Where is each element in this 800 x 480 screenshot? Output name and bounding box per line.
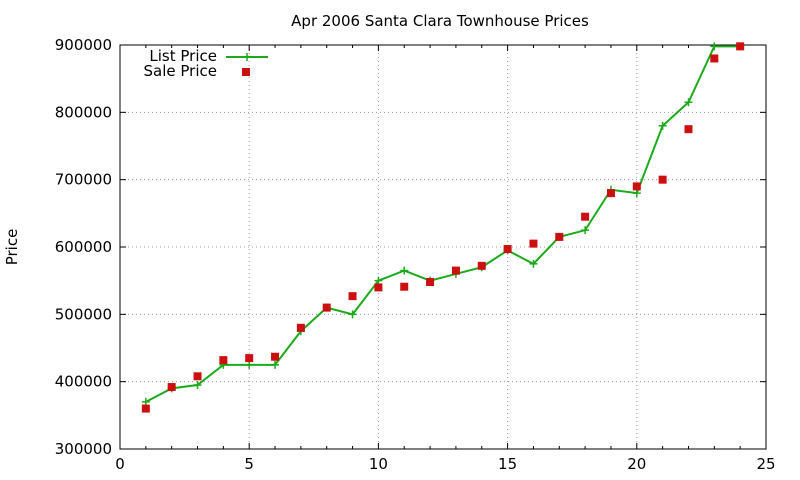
sale-price-point (658, 175, 667, 184)
sale-price-point (296, 323, 305, 332)
chart-title: Apr 2006 Santa Clara Townhouse Prices (291, 12, 589, 30)
y-tick-label: 300000 (55, 440, 112, 458)
sale-price-point (632, 182, 641, 191)
list-price-point (529, 259, 538, 268)
x-tick-label: 10 (369, 455, 388, 473)
list-price-point (271, 360, 280, 369)
x-tick-label: 20 (627, 455, 646, 473)
sale-price-point (141, 404, 150, 413)
list-price-point (632, 189, 641, 198)
legend-cross (243, 53, 251, 61)
y-axis-label: Price (3, 229, 21, 266)
legend-label-sale-price: Sale Price (144, 62, 217, 80)
sale-price-point (167, 383, 176, 392)
series-layer (141, 42, 745, 413)
sale-price-point (374, 283, 383, 292)
legend-label-list-price: List Price (149, 47, 217, 65)
sale-price-point (736, 42, 745, 51)
sale-price-point (503, 245, 512, 254)
legend: List Price Sale Price (144, 47, 268, 80)
x-tick-label: 25 (756, 455, 775, 473)
list-price-point (348, 310, 357, 319)
x-tick-label: 15 (498, 455, 517, 473)
x-tick-label: 5 (244, 455, 254, 473)
sale-price-point (684, 125, 693, 134)
list-price-point (400, 266, 409, 275)
sale-price-point (400, 282, 409, 291)
axis-ticks: 300000 400000 500000 600000 700000 800000 9000… (55, 36, 776, 473)
y-tick-label: 800000 (55, 103, 112, 121)
list-price-point (581, 226, 590, 235)
y-tick-label: 600000 (55, 238, 112, 256)
legend-marker-list-price (243, 53, 251, 61)
y-tick-label: 500000 (55, 305, 112, 323)
list-price-point (374, 276, 383, 285)
list-price-point (710, 42, 719, 51)
y-tick-label: 700000 (55, 171, 112, 189)
sale-price-point (271, 352, 280, 361)
sale-price-point (606, 189, 615, 198)
list-price-point (658, 121, 667, 130)
sale-price-point (581, 212, 590, 221)
sale-price-point (451, 266, 460, 275)
sale-price-point (529, 239, 538, 248)
sale-price-point (245, 354, 254, 363)
legend-marker-sale-price (242, 68, 250, 76)
y-tick-label: 400000 (55, 373, 112, 391)
sale-price-point (348, 292, 357, 301)
list-price-point (245, 360, 254, 369)
sale-price-point (710, 54, 719, 63)
gridlines (120, 45, 766, 449)
sale-price-point (555, 232, 564, 241)
sale-price-point (322, 303, 331, 312)
list-price-line (145, 45, 741, 403)
list-price-point (141, 397, 150, 406)
sale-price-point (426, 278, 435, 287)
list-price-point (193, 381, 202, 390)
sale-price-point (193, 372, 202, 381)
sale-price-point (219, 356, 228, 365)
x-tick-label: 0 (115, 455, 125, 473)
sale-price-point (477, 261, 486, 270)
y-tick-label: 900000 (55, 36, 112, 54)
list-price-point (684, 98, 693, 107)
